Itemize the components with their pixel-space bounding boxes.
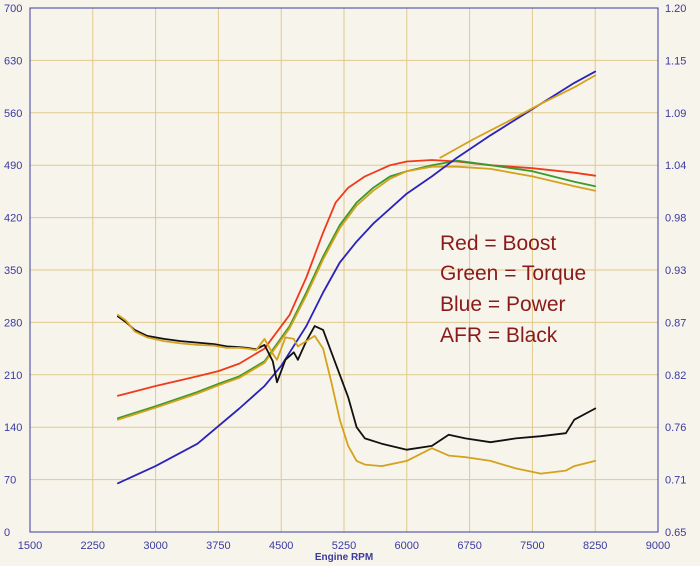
left-tick-label: 560: [4, 108, 22, 120]
left-tick-label: 700: [4, 3, 22, 15]
right-tick-label: 0.87: [665, 317, 686, 329]
left-tick-label: 0: [4, 527, 10, 539]
x-tick-label: 9000: [646, 540, 670, 552]
left-tick-label: 420: [4, 213, 22, 225]
x-tick-label: 3750: [206, 540, 230, 552]
legend-entry-afr: AFR = Black: [440, 324, 558, 347]
series-line-blue: [117, 70, 597, 485]
legend-entry-boost: Red = Boost: [440, 232, 556, 255]
right-tick-label: 0.93: [665, 265, 686, 277]
left-tick-label: 490: [4, 160, 22, 172]
x-tick-label: 6750: [457, 540, 481, 552]
series-line-gold: [439, 74, 597, 159]
left-tick-label: 630: [4, 55, 22, 67]
right-tick-label: 0.82: [665, 370, 686, 382]
right-tick-label: 0.71: [665, 475, 686, 487]
x-tick-label: 2250: [81, 540, 105, 552]
x-tick-label: 3000: [143, 540, 167, 552]
series-line-green: [117, 159, 597, 420]
right-tick-label: 0.65: [665, 527, 686, 539]
legend-entry-torque: Green = Torque: [440, 262, 586, 285]
plot-frame: [29, 7, 659, 533]
series-line-gold: [117, 165, 597, 421]
left-axis-ticks: 0 70 140 210 280 350 420 490 560 630 700: [4, 3, 22, 539]
right-tick-label: 0.76: [665, 422, 686, 434]
x-tick-label: 6000: [395, 540, 419, 552]
left-tick-label: 350: [4, 265, 22, 277]
x-tick-label: 8250: [583, 540, 607, 552]
legend: Red = Boost Green = Torque Blue = Power …: [440, 232, 586, 347]
series-group: [117, 70, 597, 485]
right-tick-label: 0.98: [665, 213, 686, 225]
series-line-gold: [117, 313, 597, 475]
left-tick-label: 140: [4, 422, 22, 434]
right-axis-ticks: 0.65 0.71 0.76 0.82 0.87 0.93 0.98 1.04 1.09 1.15…: [665, 3, 686, 539]
right-tick-label: 1.04: [665, 160, 686, 172]
x-tick-label: 5250: [332, 540, 356, 552]
x-axis-ticks: 1500 2250 3000 3750 4500 5250 6000 6750 7500 8250…: [18, 540, 670, 552]
x-axis-label: Engine RPM: [315, 552, 373, 563]
x-tick-label: 7500: [520, 540, 544, 552]
left-tick-label: 280: [4, 317, 22, 329]
x-tick-label: 4500: [269, 540, 293, 552]
left-tick-label: 210: [4, 370, 22, 382]
left-tick-label: 70: [4, 475, 16, 487]
right-tick-label: 1.09: [665, 108, 686, 120]
x-tick-label: 1500: [18, 540, 42, 552]
right-tick-label: 1.15: [665, 55, 686, 67]
legend-entry-power: Blue = Power: [440, 293, 566, 316]
right-tick-label: 1.20: [665, 3, 686, 15]
